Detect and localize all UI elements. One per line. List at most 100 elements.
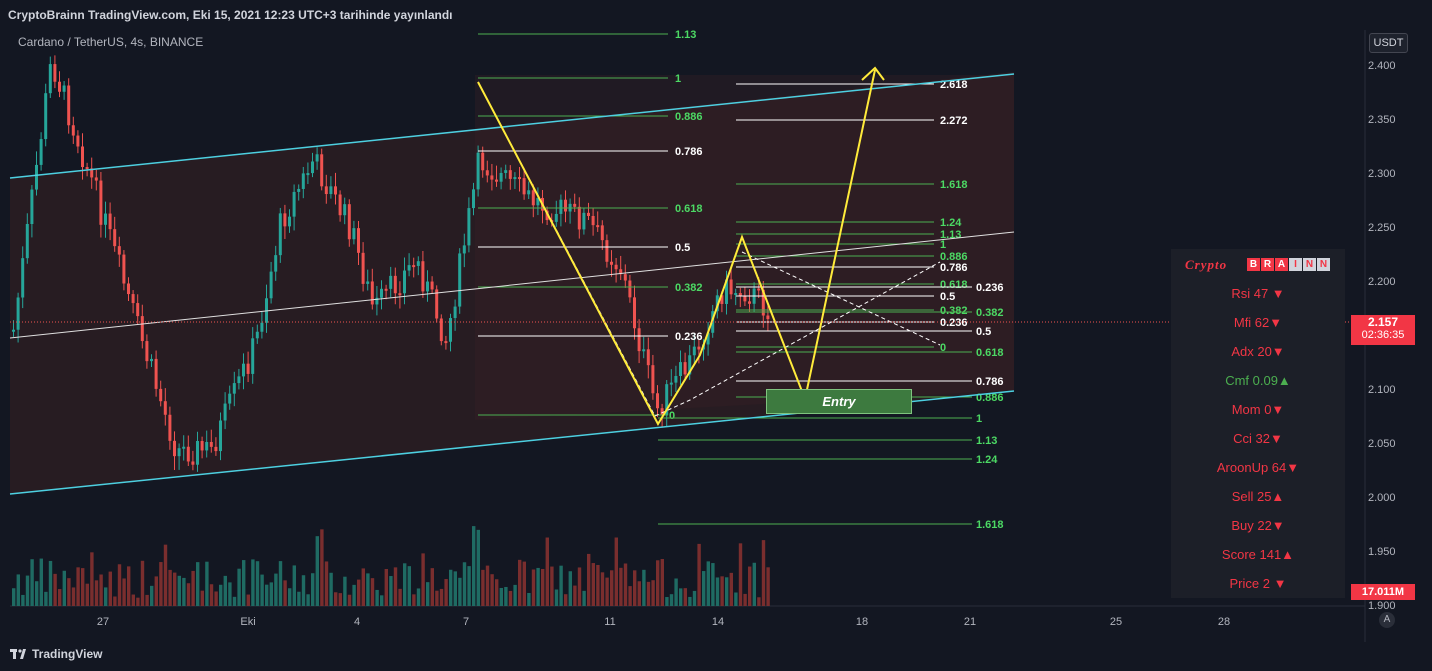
candle-body <box>508 170 512 179</box>
currency-button[interactable]: USDT <box>1369 33 1408 53</box>
volume-bar <box>568 571 572 606</box>
volume-bar <box>122 578 126 606</box>
candle-body <box>559 199 563 214</box>
channel-upper-line[interactable] <box>9 73 1015 179</box>
volume-bar <box>223 575 227 606</box>
fib-level-label: 0.236 <box>976 282 1004 294</box>
candle-body <box>715 295 719 312</box>
candle-body <box>255 331 259 339</box>
volume-bar <box>518 559 522 606</box>
x-tick-label: 21 <box>964 616 976 628</box>
volume-bar <box>329 572 333 606</box>
candle-body <box>389 275 393 289</box>
fib-level-label: 0.382 <box>976 307 1004 319</box>
candle-body <box>462 245 466 254</box>
auto-scale-button[interactable]: A <box>1379 612 1395 628</box>
candle-body <box>458 253 462 307</box>
candle-body <box>329 186 333 195</box>
candle-body <box>94 177 98 181</box>
x-tick-label: 18 <box>856 616 868 628</box>
candle-body <box>338 194 342 216</box>
candle-body <box>481 152 485 171</box>
volume-bar <box>352 584 356 606</box>
candle-body <box>274 255 278 272</box>
indicator-row: Cci 32▼ <box>1233 431 1283 446</box>
candle-body <box>168 414 172 441</box>
candle-body <box>637 328 641 352</box>
tradingview-logo[interactable]: TradingView <box>10 647 102 661</box>
candle-body <box>412 265 416 268</box>
volume-bar <box>596 564 600 606</box>
candle-body <box>605 240 609 262</box>
x-tick-label: 25 <box>1110 616 1122 628</box>
candle-body <box>596 225 600 228</box>
fib-level-label: 0.618 <box>675 203 703 215</box>
candle-body <box>361 252 365 284</box>
candle-body <box>288 216 291 227</box>
fib-level-label: 0.618 <box>940 279 968 291</box>
candle-body <box>67 85 71 126</box>
volume-bar <box>619 567 623 606</box>
candle-body <box>614 264 618 270</box>
candle-body <box>467 208 471 246</box>
candle-body <box>246 363 250 374</box>
volume-bar <box>361 568 365 606</box>
candle-body <box>554 213 558 222</box>
volume-bar <box>246 594 250 606</box>
candle-body <box>131 294 135 304</box>
fib-level-label: 0.886 <box>675 111 703 123</box>
indicator-row: Score 141▲ <box>1221 547 1295 562</box>
brand-letter: B <box>1247 258 1260 271</box>
volume-bar <box>637 581 641 606</box>
fib-level-label: 1.618 <box>976 519 1004 531</box>
volume-bar <box>481 569 485 606</box>
volume-bar <box>582 590 586 606</box>
candle-body <box>12 329 15 332</box>
candle-body <box>25 223 29 259</box>
candle-body <box>522 178 526 195</box>
x-tick-label: 27 <box>97 616 109 628</box>
volume-bar <box>577 567 582 606</box>
fib-level-label: 2.272 <box>940 115 968 127</box>
channel-shading <box>10 72 1014 494</box>
volume-bar <box>168 569 172 606</box>
candle-body <box>278 213 282 256</box>
candle-body <box>398 293 402 296</box>
candle-body <box>485 170 489 176</box>
channel-mid-line[interactable] <box>9 231 1015 339</box>
volume-bar <box>757 597 761 606</box>
volume-bar <box>462 562 467 606</box>
candle-body <box>743 295 747 302</box>
volume-bar <box>591 563 595 606</box>
volume-bar <box>163 544 168 606</box>
candle-body <box>600 225 604 241</box>
volume-bar <box>191 570 195 606</box>
brand-letter: R <box>1261 258 1274 271</box>
volume-bar <box>545 537 549 606</box>
candle-body <box>688 355 692 375</box>
target-arrow-icon <box>861 66 885 81</box>
volume-bar <box>389 576 393 606</box>
symbol-legend[interactable]: Cardano / TetherUS, 4s, BINANCE <box>18 35 204 49</box>
candle-body <box>196 441 199 465</box>
volume-bar <box>292 565 296 606</box>
volume-bar <box>25 575 30 606</box>
volume-bar <box>288 588 292 606</box>
indicator-row: Buy 22▼ <box>1231 518 1285 533</box>
candle-body <box>504 170 508 173</box>
candle-body <box>311 161 314 174</box>
volume-bar <box>702 571 706 606</box>
candle-body <box>108 213 112 230</box>
fib-level-label: 1.618 <box>940 179 968 191</box>
harmonic-pattern[interactable] <box>477 69 876 427</box>
candle-body <box>343 204 347 216</box>
volume-bar <box>324 561 329 606</box>
time-axis[interactable]: 27 Eki 4 7 11 14 18 21 25 28 <box>97 616 1230 628</box>
candle-body <box>761 289 765 316</box>
indicator-panel: Crypto B R A I N N Rsi 47 ▼ Mfi 62▼ Adx 20… <box>1171 249 1345 598</box>
indicator-row: AroonUp 64▼ <box>1216 460 1300 475</box>
candle-body <box>495 179 498 182</box>
candle-body <box>370 281 374 305</box>
volume-bar <box>504 586 508 606</box>
volume-bar <box>315 536 319 606</box>
